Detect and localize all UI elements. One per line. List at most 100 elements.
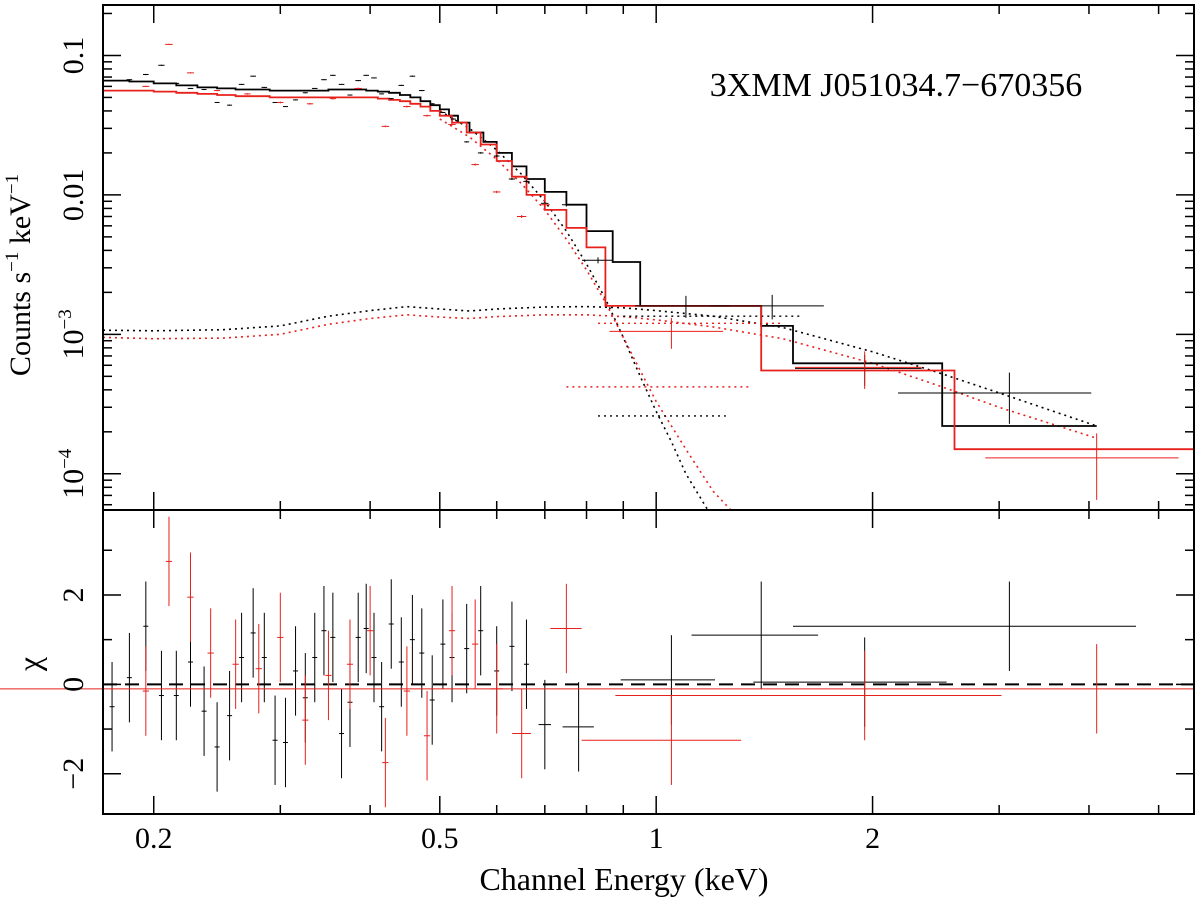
spectrum-data-point: [354, 87, 362, 90]
spectrum-data-point: [302, 92, 308, 94]
model-component-curve: [102, 305, 1097, 427]
residual-data-point: [403, 646, 411, 736]
residual-data-point: [207, 608, 214, 698]
residual-data-point: [255, 624, 262, 714]
spectrum-data-point: [165, 43, 173, 46]
spectrum-data-point: [355, 80, 361, 82]
spectrum-data-point: [272, 101, 278, 103]
spectrum-data-point: [635, 295, 730, 318]
spectrum-data-point: [409, 75, 416, 77]
spectrum-plot-area: [102, 43, 1194, 511]
residual-data-point: [382, 717, 389, 808]
x-tick-label: 1: [649, 822, 664, 855]
x-tick-label: 0.2: [135, 822, 173, 855]
residual-data-point: [282, 697, 288, 788]
residual-data-point: [293, 626, 299, 716]
residual-data-point: [440, 599, 446, 689]
model-total-step: [103, 89, 1194, 451]
spectrum-data-point: [187, 87, 194, 89]
source-label: 3XMM J051034.7−670356: [710, 67, 1082, 104]
residual-data-point: [512, 688, 531, 779]
x-tick-label: 2: [865, 822, 880, 855]
residual-data-point: [187, 552, 194, 642]
spectrum-data-point: [293, 99, 299, 101]
residual-data-point: [173, 650, 179, 741]
residual-data-point: [388, 579, 394, 669]
spectrum-data-point: [492, 190, 501, 194]
residual-data-point: [472, 599, 479, 689]
spectrum-data-point: [321, 79, 327, 81]
spectrum-data-point: [398, 84, 405, 86]
residual-data-point: [371, 612, 377, 703]
residual-data-point: [142, 646, 149, 736]
spectrum-data-point: [440, 111, 446, 114]
residual-data-point: [398, 617, 404, 707]
y-tick-label: −2: [57, 758, 90, 790]
spectrum-data-point: [311, 87, 318, 89]
residual-y-axis-label: χ: [11, 656, 47, 672]
residual-data-point: [429, 655, 435, 745]
spectrum-data-point: [381, 125, 390, 128]
spectrum-data-point: [173, 82, 180, 84]
residual-data-point: [0, 644, 1194, 734]
spectrum-data-point: [539, 202, 550, 207]
residual-data-point: [419, 608, 425, 698]
residual-data-point: [227, 670, 233, 761]
spectrum-data-point: [261, 86, 268, 88]
model-component-curve: [102, 313, 1097, 439]
spectrum-data-point: [464, 141, 470, 143]
residual-data-point: [523, 619, 529, 709]
residual-data-point: [109, 662, 115, 752]
spectrum-data-point: [523, 180, 530, 183]
spectrum-data-point: [306, 102, 314, 105]
spectrum-data-point: [347, 94, 353, 96]
y-tick-label: 10−3: [55, 309, 90, 359]
model-component-curve: [439, 110, 709, 511]
residual-data-point: [250, 588, 256, 678]
spectrum-data-point: [508, 177, 516, 181]
residual-data-point: [355, 592, 361, 683]
y-tick-label: 2: [57, 587, 90, 602]
x-axis-label: Channel Energy (keV): [479, 861, 768, 897]
residual-data-point: [366, 586, 374, 676]
residual-data-point: [753, 637, 947, 727]
spectrum-data-point: [338, 83, 345, 85]
x-tick-label: 0.5: [421, 822, 459, 855]
residual-data-point: [214, 702, 220, 792]
spectrum-data-point: [429, 103, 435, 105]
axes: 0.2 0.5 1 2 0.1 0.01 10−3 10−4 −2 0 2: [55, 4, 1195, 855]
residual-data-point: [272, 695, 278, 785]
spectrum-data-point: [282, 106, 288, 108]
spectrum-data-point: [244, 93, 251, 95]
spectrum-y-axis-label: Counts s−1 keV−1: [2, 174, 37, 376]
residual-data-point: [562, 682, 594, 772]
spectrum-data-point: [379, 93, 385, 95]
residual-data-point: [330, 592, 336, 683]
y-tick-label: 0: [57, 677, 90, 692]
residual-data-point: [379, 662, 385, 752]
residual-data-point: [792, 581, 1136, 671]
spectrum-data-point: [213, 89, 221, 92]
y-tick-label: 0.1: [57, 37, 90, 75]
residual-data-point: [581, 695, 742, 785]
spectrum-data-point: [477, 152, 484, 154]
spectrum-data-point: [450, 118, 456, 120]
residual-data-point: [691, 581, 819, 689]
spectrum-data-point: [330, 74, 336, 76]
spectrum-data-point: [448, 123, 456, 126]
residual-data-point: [346, 619, 354, 709]
residual-data-point: [538, 679, 552, 770]
residual-data-point: [239, 612, 245, 703]
model-component-curve: [439, 118, 732, 511]
residual-data-point: [201, 666, 207, 756]
spectrum-data-point: [581, 257, 614, 264]
residual-data-point: [339, 688, 345, 779]
model-total-step: [103, 79, 1097, 427]
residual-data-point: [464, 603, 470, 694]
y-tick-label: 10−4: [55, 448, 90, 499]
spectrum-data-point: [388, 98, 394, 100]
residual-data-point: [158, 650, 164, 741]
residual-data-point: [448, 586, 456, 676]
residual-data-point: [232, 619, 239, 709]
